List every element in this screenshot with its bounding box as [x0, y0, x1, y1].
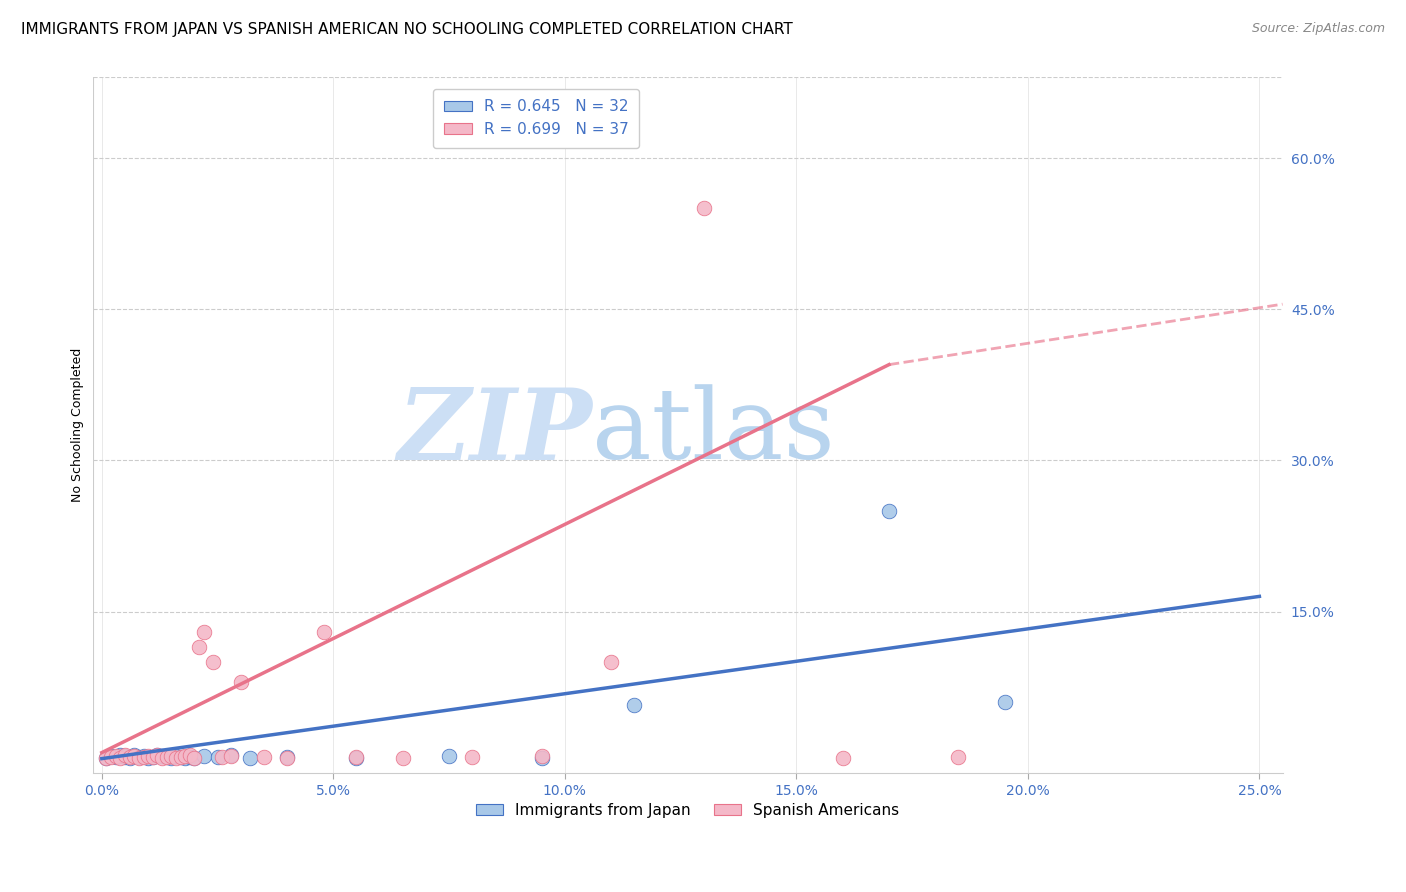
Point [114, 748, 136, 763]
Text: IMMIGRANTS FROM JAPAN VS SPANISH AMERICAN NO SCHOOLING COMPLETED CORRELATION CHA: IMMIGRANTS FROM JAPAN VS SPANISH AMERICA… [21, 22, 793, 37]
Point [188, 640, 211, 654]
Point [994, 695, 1017, 709]
Point [156, 749, 179, 764]
Point [183, 750, 205, 764]
Point [100, 748, 122, 763]
Point [437, 748, 460, 763]
Legend: Immigrants from Japan, Spanish Americans: Immigrants from Japan, Spanish Americans [470, 797, 905, 824]
Point [136, 750, 159, 764]
Point [146, 747, 169, 762]
Point [600, 655, 623, 669]
Point [118, 750, 141, 764]
Point [239, 750, 262, 764]
Point [96, 750, 118, 764]
Point [160, 750, 183, 764]
Point [100, 749, 122, 764]
Point [346, 749, 368, 764]
Point [193, 748, 215, 763]
Point [346, 750, 368, 764]
Point [169, 749, 191, 764]
Point [623, 698, 645, 713]
Point [314, 624, 336, 639]
Point [165, 748, 187, 763]
Point [461, 749, 484, 764]
Point [391, 750, 413, 764]
Point [179, 749, 201, 764]
Point [118, 749, 141, 764]
Point [132, 749, 155, 764]
Point [96, 750, 118, 764]
Point [104, 748, 127, 763]
Text: atlas: atlas [592, 384, 835, 480]
Point [132, 748, 155, 763]
Point [165, 750, 187, 764]
Point [276, 749, 298, 764]
Point [114, 747, 136, 762]
Point [150, 748, 173, 763]
Point [174, 750, 197, 764]
Point [104, 749, 127, 764]
Point [221, 748, 243, 763]
Point [150, 750, 173, 764]
Point [122, 748, 145, 763]
Point [877, 504, 900, 518]
Point [193, 624, 215, 639]
Point [142, 749, 165, 764]
Point [146, 747, 169, 762]
Point [122, 747, 145, 762]
Point [179, 747, 201, 762]
Point [221, 747, 243, 762]
Point [174, 748, 197, 763]
Text: Source: ZipAtlas.com: Source: ZipAtlas.com [1251, 22, 1385, 36]
Text: ZIP: ZIP [398, 384, 592, 480]
Point [207, 749, 229, 764]
Point [530, 748, 553, 763]
Point [229, 675, 252, 690]
Point [948, 749, 970, 764]
Point [831, 750, 853, 764]
Point [211, 749, 233, 764]
Point [276, 750, 298, 764]
Point [169, 749, 191, 764]
Point [156, 749, 179, 764]
Point [253, 749, 276, 764]
Point [110, 747, 132, 762]
Point [183, 750, 205, 764]
Point [693, 202, 716, 216]
Point [136, 748, 159, 763]
Point [114, 749, 136, 764]
Point [201, 655, 224, 669]
Point [530, 750, 553, 764]
Point [142, 749, 165, 764]
Point [128, 749, 150, 764]
Y-axis label: No Schooling Completed: No Schooling Completed [72, 348, 84, 502]
Point [128, 750, 150, 764]
Point [110, 750, 132, 764]
Point [160, 748, 183, 763]
